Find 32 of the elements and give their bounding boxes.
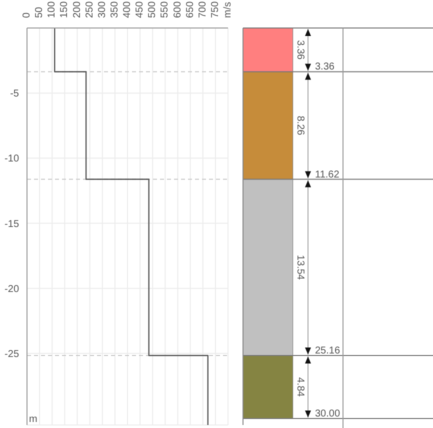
- x-tick-label: 400: [122, 0, 133, 18]
- x-tick-label: 250: [84, 0, 96, 18]
- x-tick-label: 500: [147, 0, 158, 18]
- x-tick-label: 350: [109, 0, 120, 18]
- data-label: 13.54: [294, 254, 306, 280]
- x-tick-label: 750: [210, 0, 221, 18]
- ref-line-label: 25.16: [315, 345, 340, 356]
- data-label: 4.84: [294, 377, 306, 398]
- y-tick-label: -5: [10, 88, 20, 100]
- y-tick-label: -25: [4, 348, 20, 360]
- x-tick-label: m/s: [222, 2, 234, 18]
- x-tick-label: 0: [22, 12, 32, 18]
- x-tick-label: 200: [72, 0, 83, 18]
- x-tick-label: 700: [197, 0, 208, 18]
- x-tick-label: 150: [59, 0, 70, 18]
- line-series: [54, 28, 208, 425]
- y-axis-title: m: [29, 414, 38, 425]
- x-tick-label: 50: [34, 6, 46, 18]
- y-tick-label: -15: [4, 218, 20, 230]
- x-tick-label: 300: [96, 0, 108, 18]
- y-tick-label: -20: [4, 284, 20, 295]
- x-tick-label: 100: [46, 0, 58, 18]
- x-tick-label: 550: [160, 0, 171, 18]
- x-tick-label: 450: [134, 0, 146, 18]
- ref-line-label: 3.36: [315, 62, 335, 73]
- x-tick-label: 650: [184, 0, 196, 18]
- x-tick-label: 600: [172, 0, 184, 18]
- data-label: 8.26: [294, 116, 306, 136]
- data-label: 3.36: [294, 40, 306, 60]
- ref-line-label: 30.00: [315, 408, 340, 420]
- ref-line-label: 11.62: [315, 169, 340, 180]
- y-tick-label: -10: [4, 154, 20, 165]
